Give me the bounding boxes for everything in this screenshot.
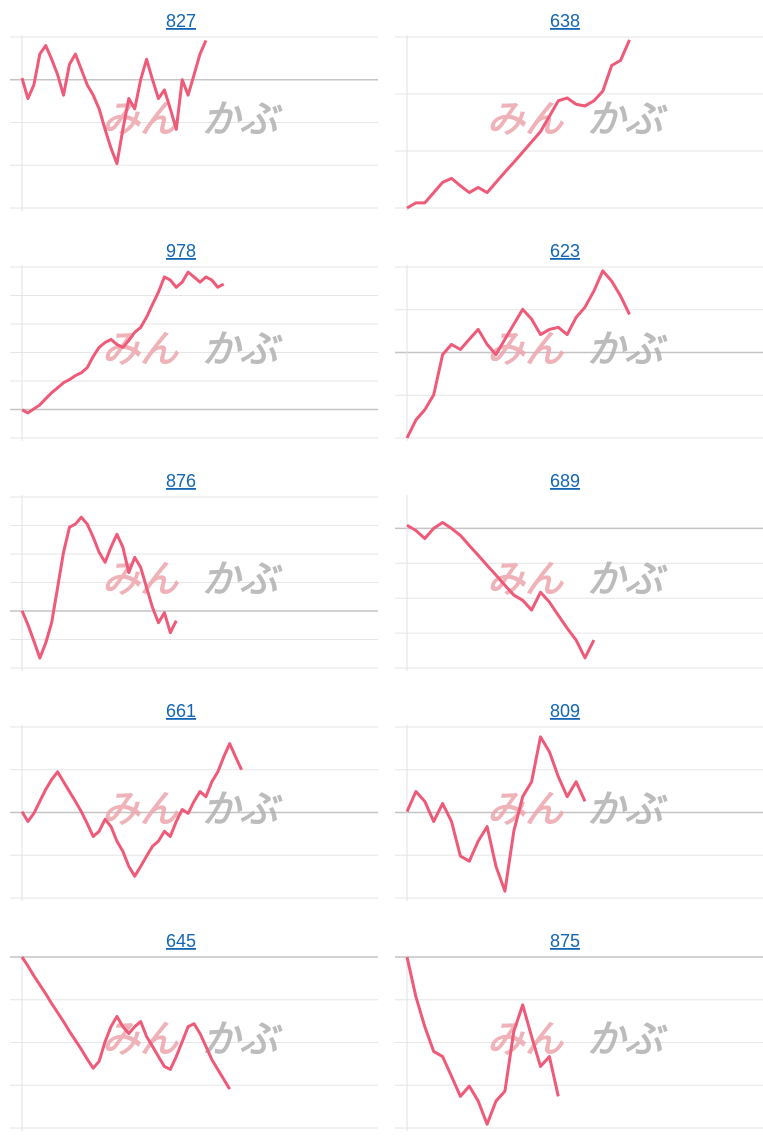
watermark-kabu: かぶ — [587, 1019, 668, 1061]
watermark-kabu: かぶ — [587, 789, 668, 831]
price-line — [21, 270, 225, 415]
watermark-min: みん — [102, 329, 179, 371]
price-line — [405, 735, 587, 893]
watermark-min: みん — [487, 789, 564, 831]
chart-title-link[interactable]: 623 — [550, 241, 580, 261]
watermark-kabu: かぶ — [202, 789, 283, 831]
watermark-kabu: かぶ — [202, 329, 283, 371]
chart-title-link[interactable]: 638 — [550, 11, 580, 31]
price-line — [405, 956, 560, 1126]
price-line — [406, 520, 596, 660]
price-line — [20, 39, 208, 166]
chart-title-link[interactable]: 876 — [166, 471, 196, 491]
watermark-kabu: かぶ — [587, 99, 668, 141]
watermark-min: みん — [102, 99, 179, 141]
watermark-min: みん — [102, 1019, 179, 1061]
watermark-kabu: かぶ — [587, 559, 668, 601]
watermark-kabu: かぶ — [202, 1019, 283, 1061]
chart-title-link[interactable]: 645 — [166, 931, 196, 951]
chart-title-link[interactable]: 689 — [550, 471, 580, 491]
price-line — [405, 269, 631, 439]
watermark-min: みん — [102, 789, 179, 831]
watermark-kabu: かぶ — [202, 99, 283, 141]
price-line — [20, 956, 231, 1090]
watermark-min: みん — [487, 1019, 564, 1061]
chart-title-link[interactable]: 978 — [166, 241, 196, 261]
price-line — [20, 742, 243, 878]
watermark-min: みん — [487, 99, 564, 141]
price-line — [20, 515, 178, 660]
chart-title-link[interactable]: 661 — [166, 701, 196, 721]
chart-title-link[interactable]: 827 — [166, 11, 196, 31]
chart-title-link[interactable]: 875 — [550, 931, 580, 951]
watermark-kabu: かぶ — [202, 559, 283, 601]
chart-title-link[interactable]: 809 — [550, 701, 580, 721]
price-line — [406, 39, 631, 210]
watermark-kabu: かぶ — [587, 329, 668, 371]
